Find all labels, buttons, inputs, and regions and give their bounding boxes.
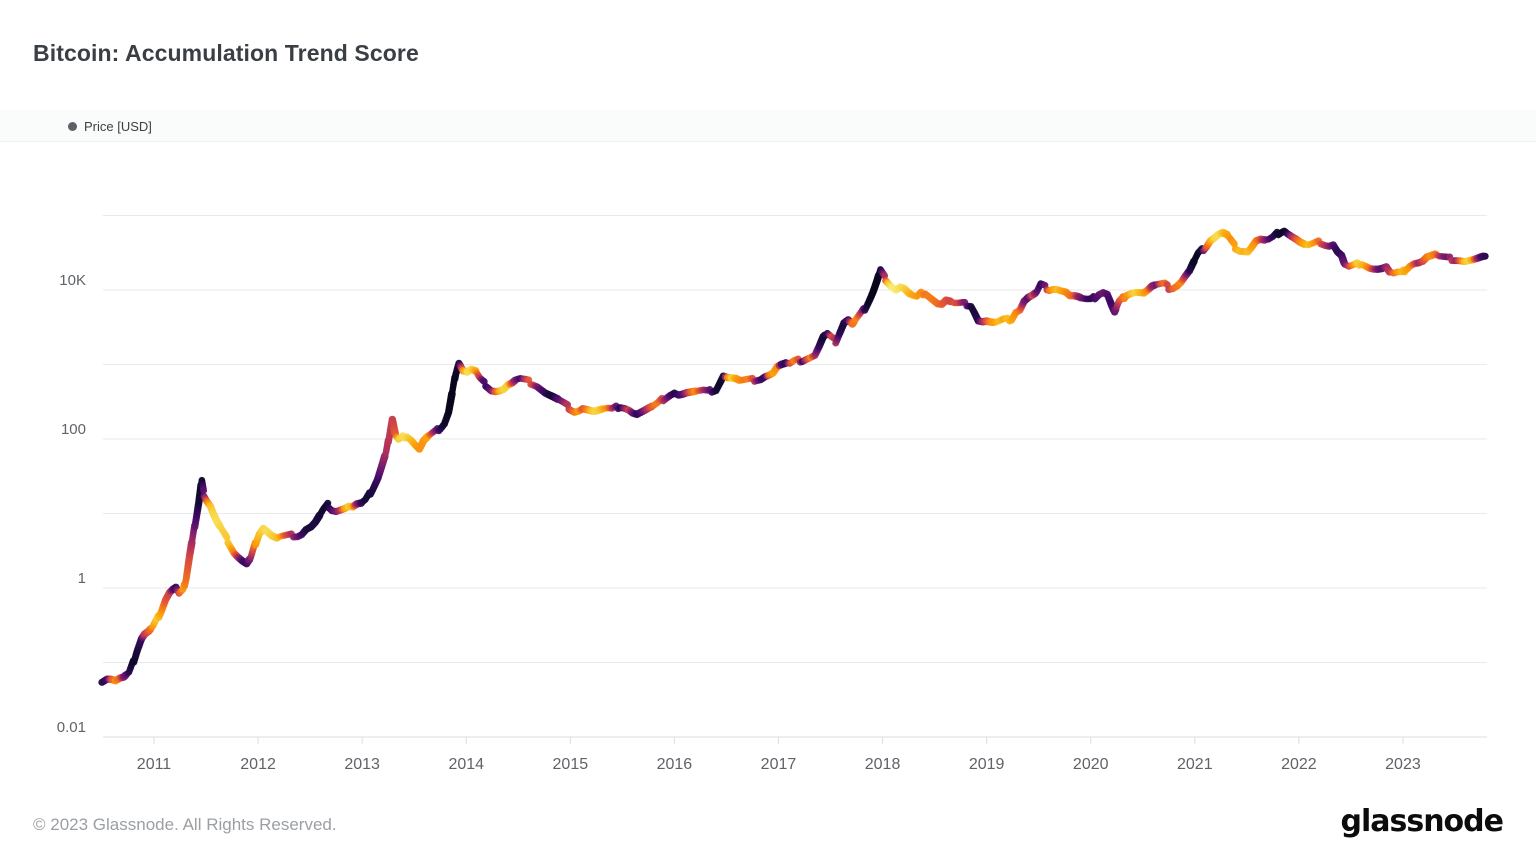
svg-text:2014: 2014 [448,756,484,773]
legend-strip [0,110,1536,142]
svg-text:2012: 2012 [240,756,276,773]
svg-text:10K: 10K [59,272,86,289]
svg-text:100: 100 [61,421,86,438]
svg-text:2023: 2023 [1385,756,1421,773]
legend: Price [USD] [68,119,152,134]
svg-text:2011: 2011 [137,756,172,773]
page-title: Bitcoin: Accumulation Trend Score [33,40,419,66]
svg-text:2017: 2017 [761,756,797,773]
legend-marker-icon [68,122,77,131]
svg-text:2018: 2018 [865,756,901,773]
svg-text:2013: 2013 [344,756,380,773]
copyright-text: © 2023 Glassnode. All Rights Reserved. [33,815,337,834]
svg-text:2022: 2022 [1281,756,1317,773]
svg-text:2019: 2019 [969,756,1005,773]
svg-text:2020: 2020 [1073,756,1109,773]
glassnode-logo: glassnode [1340,804,1504,839]
legend-label[interactable]: Price [USD] [84,119,152,134]
svg-text:2021: 2021 [1177,756,1213,773]
svg-text:2015: 2015 [553,756,589,773]
svg-text:1: 1 [78,570,86,587]
svg-text:2016: 2016 [657,756,693,773]
svg-text:0.01: 0.01 [57,719,86,736]
